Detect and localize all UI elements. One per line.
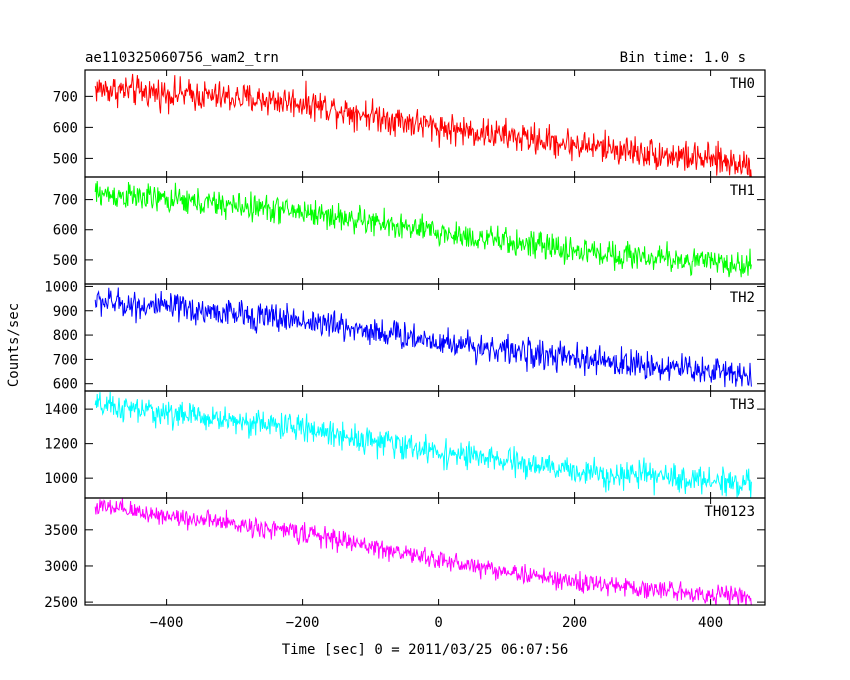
- series-line-th0: [94, 73, 752, 177]
- x-tick-label: 0: [434, 615, 442, 631]
- y-axis-label: Counts/sec: [6, 303, 22, 387]
- panel-frame: [84, 497, 766, 606]
- y-tick-label: 2500: [44, 595, 78, 611]
- panel-label-th2: TH2: [730, 290, 755, 306]
- panel-label-th0123: TH0123: [704, 504, 755, 520]
- y-tick-label: 1200: [44, 437, 78, 453]
- panel-frame: [84, 283, 766, 392]
- y-tick-label: 1400: [44, 402, 78, 418]
- y-tick-label: 3500: [44, 523, 78, 539]
- panel-label-th0: TH0: [730, 76, 755, 92]
- series-line-th1: [94, 180, 752, 278]
- x-axis-ticks: −400 −200 0 200 400: [150, 615, 724, 631]
- y-tick-label: 3000: [44, 559, 78, 575]
- y-tick-label: 500: [53, 151, 78, 167]
- panels-group: TH0 500 600 700 TH1 500 600 700 TH2 600 700 800 900 1…: [44, 69, 766, 611]
- y-tick-label: 600: [53, 223, 78, 239]
- x-tick-label: 200: [562, 615, 587, 631]
- x-tick-label: 400: [698, 615, 723, 631]
- x-axis-label: Time [sec] 0 = 2011/03/25 06:07:56: [282, 642, 569, 658]
- panel-th3: TH3 1000 1200 1400: [44, 390, 766, 499]
- panel-label-th1: TH1: [730, 183, 755, 199]
- series-line-th0123: [94, 498, 752, 605]
- panel-th0: TH0 500 600 700: [53, 69, 766, 178]
- panel-th2: TH2 600 700 800 900 1000: [44, 279, 766, 393]
- panel-th1: TH1 500 600 700: [53, 176, 766, 285]
- y-tick-label: 700: [53, 89, 78, 105]
- panel-label-th3: TH3: [730, 397, 755, 413]
- y-tick-label: 600: [53, 377, 78, 393]
- panel-th0123: TH0123 2500 3000 3500: [44, 497, 766, 611]
- series-line-th2: [94, 287, 752, 388]
- y-tick-label: 700: [53, 193, 78, 209]
- bin-time-label: Bin time: 1.0 s: [620, 50, 746, 66]
- y-tick-label: 600: [53, 120, 78, 136]
- y-tick-label: 900: [53, 304, 78, 320]
- series-line-th3: [94, 391, 752, 498]
- x-tick-label: −400: [150, 615, 184, 631]
- y-tick-label: 700: [53, 352, 78, 368]
- y-tick-label: 500: [53, 253, 78, 269]
- x-tick-label: −200: [286, 615, 320, 631]
- y-tick-label: 1000: [44, 279, 78, 295]
- y-tick-label: 800: [53, 328, 78, 344]
- y-tick-label: 1000: [44, 471, 78, 487]
- chart-title: ae110325060756_wam2_trn: [85, 50, 279, 66]
